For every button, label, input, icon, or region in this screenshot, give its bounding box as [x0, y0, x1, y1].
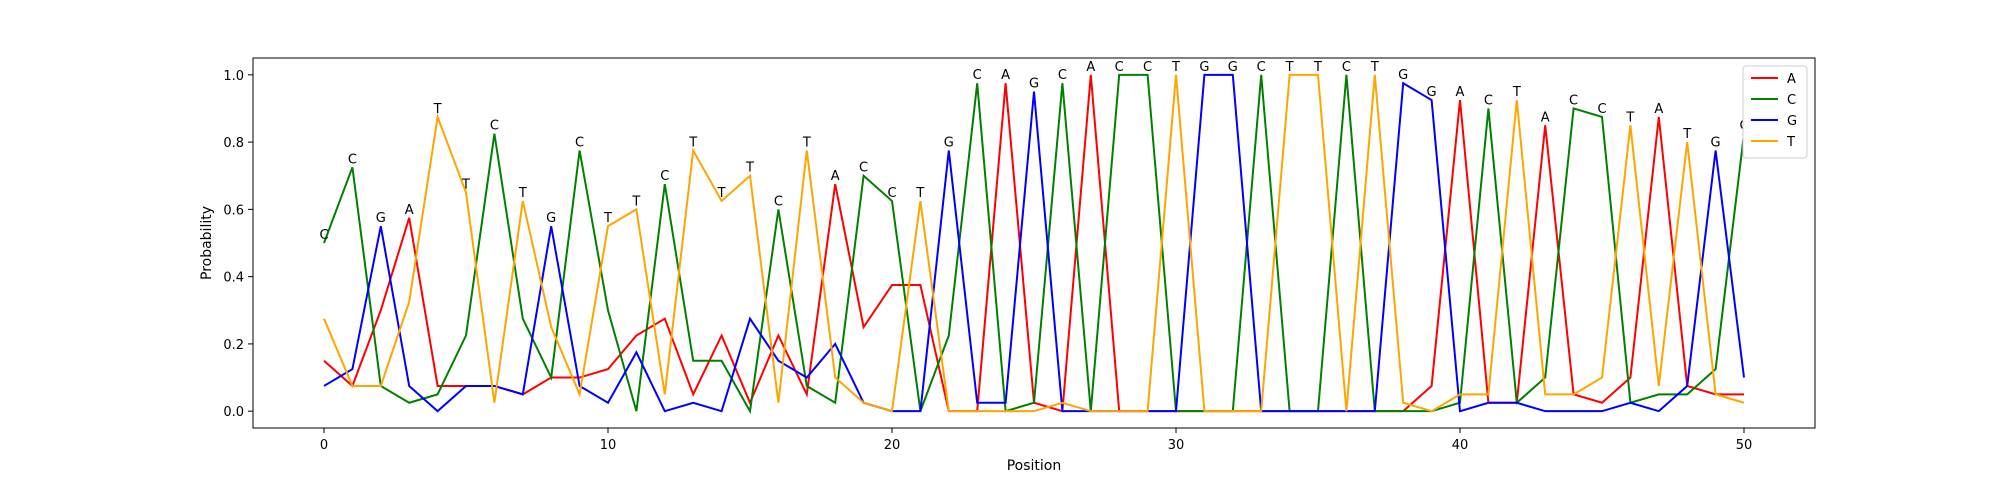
series-layer	[323, 73, 1745, 415]
base-label: C	[973, 68, 982, 83]
base-label: A	[405, 203, 414, 218]
x-tick-label: 10	[600, 438, 617, 453]
series-line-T	[323, 73, 1745, 413]
base-label: G	[944, 136, 954, 151]
plot-area	[252, 57, 1816, 429]
legend-label-T: T	[1786, 135, 1795, 150]
base-label: T	[717, 186, 726, 201]
y-tick-label: 0.0	[223, 405, 244, 420]
base-label: T	[802, 136, 811, 151]
base-label: G	[546, 211, 556, 226]
legend-label-A: A	[1787, 72, 1796, 87]
base-label: C	[1058, 68, 1067, 83]
base-label: C	[1143, 60, 1152, 75]
base-label: G	[1427, 85, 1437, 100]
base-label: T	[461, 178, 470, 193]
base-label: T	[1285, 60, 1294, 75]
base-label: T	[1682, 127, 1691, 142]
x-tick-label: 30	[1168, 438, 1185, 453]
base-label: G	[1029, 77, 1039, 92]
x-tick-label: 0	[320, 438, 328, 453]
base-label: C	[1257, 60, 1266, 75]
y-axis-label: Probability	[199, 206, 215, 280]
base-label: T	[1313, 60, 1322, 75]
base-label: C	[575, 136, 584, 151]
base-label: C	[319, 228, 328, 243]
base-label: T	[1625, 110, 1634, 125]
base-label: G	[376, 211, 386, 226]
y-tick-label: 0.4	[223, 271, 244, 286]
base-label: T	[518, 186, 527, 201]
base-label: C	[1597, 102, 1606, 117]
base-label: T	[915, 186, 924, 201]
base-annotation-layer: C C G A T T C T G C T T C T T T C T A C C T G C A G C A C C T G G C T T C T G G…	[319, 60, 1748, 243]
base-label: C	[859, 161, 868, 176]
base-label: G	[1711, 136, 1721, 151]
base-label: G	[1199, 60, 1209, 75]
base-label: T	[1512, 85, 1521, 100]
y-tick-label: 0.2	[223, 338, 244, 353]
base-label: T	[433, 102, 442, 117]
x-tick-label: 50	[1736, 438, 1753, 453]
base-label: T	[745, 161, 754, 176]
legend-box	[1742, 65, 1808, 159]
base-label: A	[831, 169, 840, 184]
base-label: C	[1569, 93, 1578, 108]
x-axis-label: Position	[1007, 458, 1062, 474]
legend-label-G: G	[1787, 114, 1797, 129]
base-label: G	[1398, 68, 1408, 83]
series-line-C	[323, 73, 1745, 415]
base-label: A	[1541, 110, 1550, 125]
base-label: T	[603, 211, 612, 226]
base-label: C	[490, 119, 499, 134]
x-tick-label: 40	[1452, 438, 1469, 453]
base-label: C	[1484, 93, 1493, 108]
base-label: C	[1115, 60, 1124, 75]
base-label: C	[660, 169, 669, 184]
base-label: A	[1001, 68, 1010, 83]
base-label: C	[348, 152, 357, 167]
y-axis-ticks: 0.0 0.2 0.4 0.6 0.8 1.0	[223, 69, 253, 420]
base-label: T	[631, 194, 640, 209]
x-axis-ticks: 0 10 20 30 40 50	[320, 428, 1752, 453]
legend-label-C: C	[1787, 93, 1796, 108]
base-label: A	[1086, 60, 1095, 75]
y-tick-label: 1.0	[223, 69, 244, 84]
base-label: G	[1228, 60, 1238, 75]
base-label: T	[1171, 60, 1180, 75]
y-tick-label: 0.6	[223, 203, 244, 218]
base-label: A	[1654, 102, 1663, 117]
base-label: C	[887, 186, 896, 201]
base-label: C	[1342, 60, 1351, 75]
base-label: T	[688, 136, 697, 151]
x-tick-label: 20	[884, 438, 901, 453]
base-label: C	[774, 194, 783, 209]
base-label: A	[1456, 85, 1465, 100]
base-label: T	[1370, 60, 1379, 75]
series-line-G	[323, 73, 1745, 413]
y-tick-label: 0.8	[223, 136, 244, 151]
